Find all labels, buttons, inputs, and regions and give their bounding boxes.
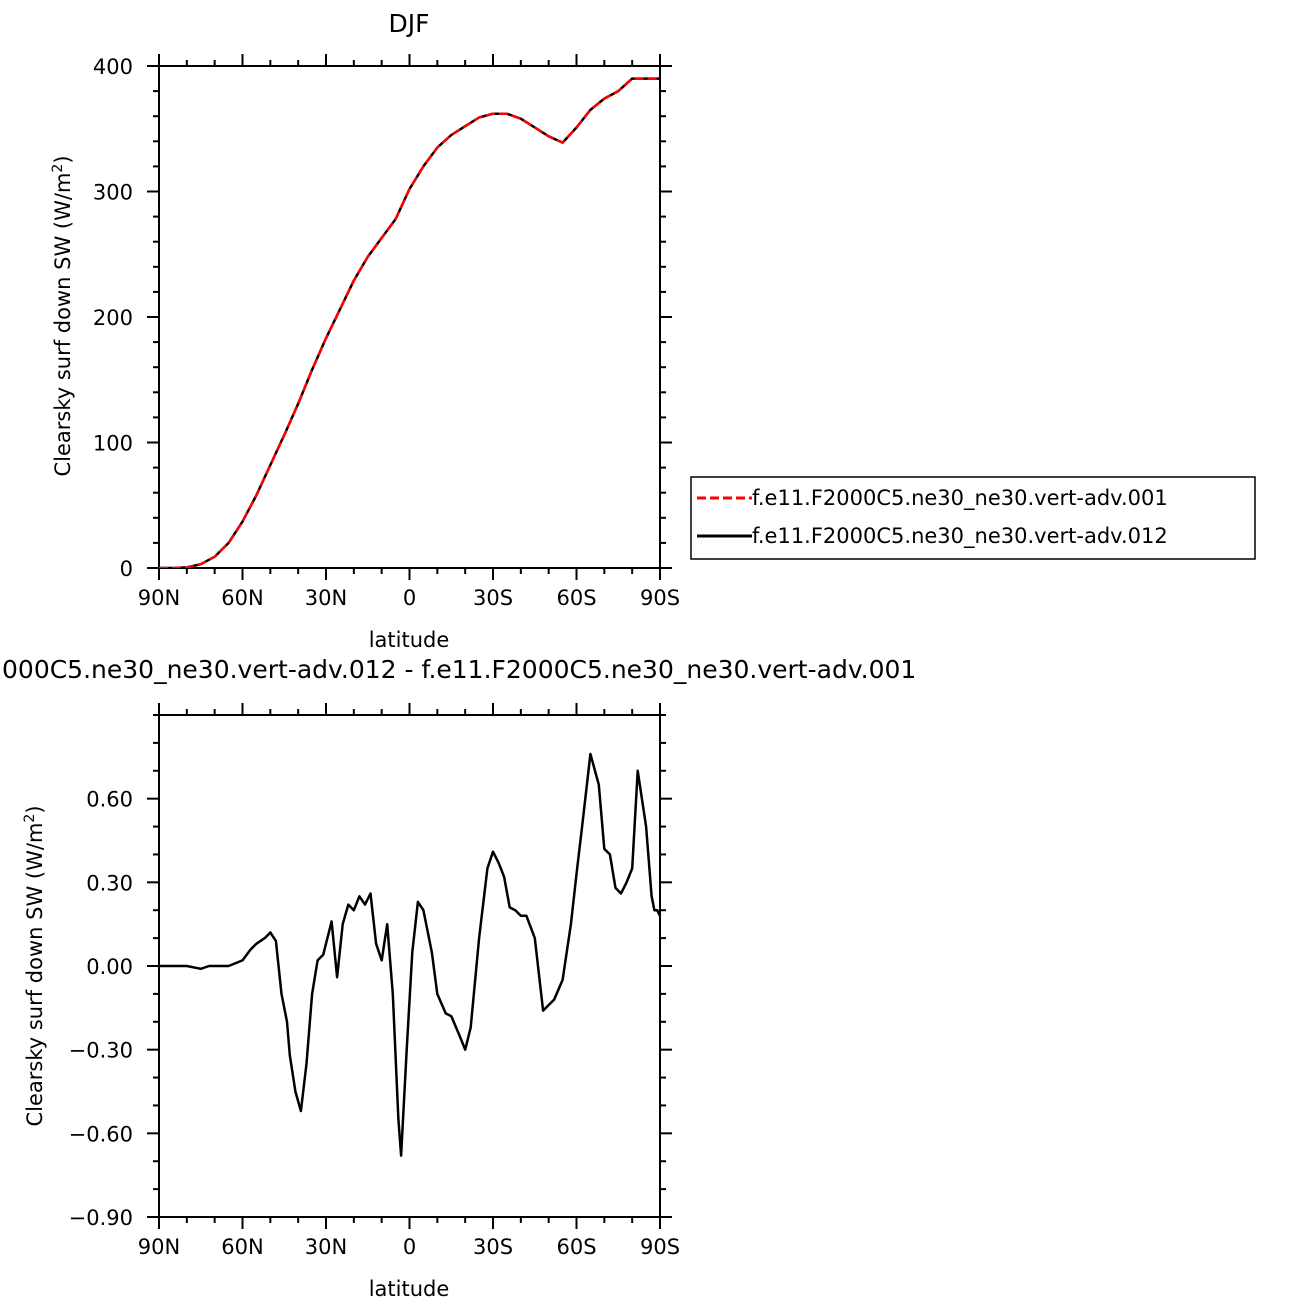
bottom-plot-area: 90N 60N 30N 0 30S 60S 90S −0.90 −0.60 −0.30 0.00 0.…	[69, 703, 680, 1259]
top-y-label-end: )	[51, 155, 75, 163]
top-y-axis-label: Clearsky surf down SW (W/m2)	[50, 155, 75, 476]
bottom-x-tick-label: 90N	[138, 1235, 180, 1259]
bottom-y-tick-label: 0.30	[86, 871, 133, 895]
bottom-x-axis-label: latitude	[369, 1277, 450, 1301]
top-y-label-sup: 2	[50, 164, 66, 173]
top-x-tick-label: 60S	[556, 586, 596, 610]
top-y-tick-label: 0	[120, 557, 133, 581]
bottom-y-tick-label: 0.00	[86, 955, 133, 979]
top-panel: DJF 90N 60N 30N 0 30S 60S 90S 0 100 200 300 400 lat…	[50, 9, 680, 652]
bottom-frame	[158, 714, 661, 1218]
bottom-y-axis-label: Clearsky surf down SW (W/m2)	[22, 805, 47, 1126]
bottom-x-tick-label: 30S	[473, 1235, 513, 1259]
top-plot-area: 90N 60N 30N 0 30S 60S 90S 0 100 200 300 400	[93, 54, 680, 610]
legend-box	[690, 476, 1256, 560]
bottom-y-tick-label: −0.60	[69, 1122, 133, 1146]
top-y-tick-label: 300	[93, 181, 133, 205]
bottom-series-line-0	[159, 752, 660, 1157]
top-x-tick-label: 90S	[640, 586, 680, 610]
top-series-line-0	[159, 77, 660, 568]
top-chart-title: DJF	[388, 9, 429, 38]
bottom-y-label-sup: 2	[22, 814, 38, 823]
bottom-x-tick-label: 90S	[640, 1235, 680, 1259]
bottom-x-tick-label: 60N	[221, 1235, 263, 1259]
top-x-tick-label: 30S	[473, 586, 513, 610]
bottom-y-tick-label: −0.30	[69, 1039, 133, 1063]
top-frame	[158, 65, 661, 569]
bottom-chart-title: f.e11.F2000C5.ne30_ne30.vert-adv.012 - f…	[0, 655, 916, 684]
top-x-tick-label: 30N	[305, 586, 347, 610]
bottom-y-label-main: Clearsky surf down SW (W/m	[23, 823, 47, 1127]
top-x-tick-label: 90N	[138, 586, 180, 610]
top-y-label-main: Clearsky surf down SW (W/m	[51, 173, 75, 477]
bottom-y-tick-label: −0.90	[69, 1206, 133, 1230]
bottom-y-label-end: )	[23, 805, 47, 813]
top-y-tick-label: 100	[93, 432, 133, 456]
top-x-tick-label: 0	[403, 586, 416, 610]
bottom-panel: f.e11.F2000C5.ne30_ne30.vert-adv.012 - f…	[0, 655, 916, 1301]
bottom-x-tick-label: 60S	[556, 1235, 596, 1259]
top-series-line-1	[159, 77, 660, 568]
top-x-axis-label: latitude	[369, 628, 450, 652]
bottom-x-tick-label: 30N	[305, 1235, 347, 1259]
legend-label-001: f.e11.F2000C5.ne30_ne30.vert-adv.001	[752, 486, 1168, 511]
top-x-tick-label: 60N	[221, 586, 263, 610]
legend: f.e11.F2000C5.ne30_ne30.vert-adv.001 f.e…	[690, 476, 1256, 560]
bottom-y-tick-label: 0.60	[86, 788, 133, 812]
bottom-x-tick-label: 0	[403, 1235, 416, 1259]
top-y-tick-label: 400	[93, 55, 133, 79]
legend-label-012: f.e11.F2000C5.ne30_ne30.vert-adv.012	[752, 524, 1168, 549]
top-y-tick-label: 200	[93, 306, 133, 330]
